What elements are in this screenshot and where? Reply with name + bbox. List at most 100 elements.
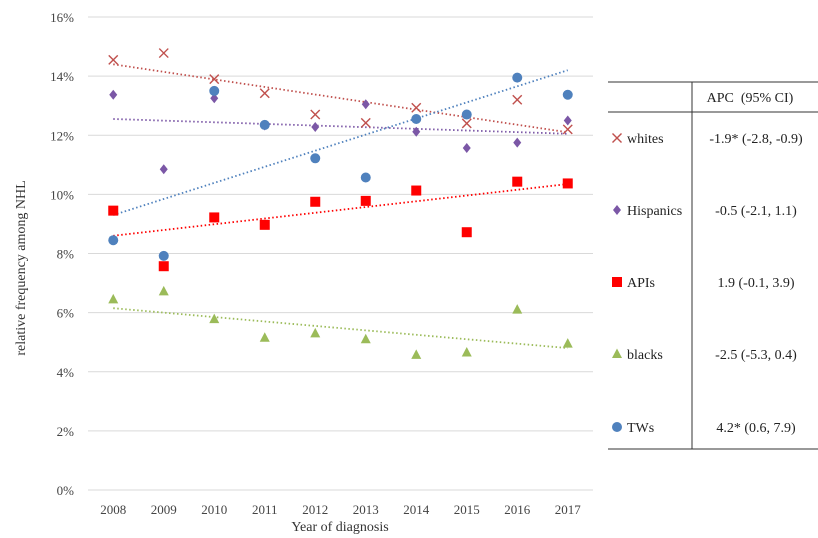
point-blacks (259, 332, 270, 342)
marker-stroke (310, 109, 321, 120)
marker-stroke (158, 48, 169, 59)
marker-stroke (461, 118, 472, 129)
legend-marker-apis (612, 277, 622, 287)
y-tick-label: 16% (50, 10, 74, 25)
point-tws (461, 109, 472, 120)
point-whites (562, 124, 573, 135)
point-apis (209, 212, 220, 223)
point-tws (310, 153, 321, 164)
trend-line-hispanics (113, 118, 568, 135)
point-apis (360, 195, 371, 206)
point-blacks (310, 327, 321, 338)
y-tick-label: 12% (50, 128, 74, 143)
marker-stroke (562, 124, 573, 135)
point-tws (512, 72, 523, 83)
point-blacks (158, 285, 169, 296)
y-tick-label: 6% (57, 306, 75, 321)
point-tws (108, 235, 119, 246)
legend-label-apis: APIs (627, 276, 655, 291)
marker-stroke (360, 117, 371, 128)
x-tick-label: 2011 (252, 502, 278, 517)
trend-line-apis (113, 183, 568, 237)
point-blacks (411, 349, 422, 359)
apc-value-blacks: -2.5 (-5.3, 0.4) (715, 348, 797, 363)
point-apis (461, 227, 472, 238)
legend-label-whites: whites (627, 132, 664, 147)
marker-stroke (512, 94, 523, 105)
x-axis-title: Year of diagnosis (291, 520, 388, 535)
marker-stroke (209, 74, 220, 85)
y-tick-label: 10% (50, 187, 74, 202)
gridlines (88, 16, 593, 491)
point-hispanics (563, 115, 572, 126)
marker-stroke (411, 102, 422, 113)
point-tws (158, 250, 169, 261)
point-apis (259, 219, 270, 230)
legend-label-tws: TWs (627, 421, 654, 436)
point-hispanics (311, 121, 320, 132)
point-apis (108, 205, 119, 216)
point-apis (512, 176, 523, 187)
x-tick-label: 2012 (302, 502, 328, 517)
apc-value-whites: -1.9* (-2.8, -0.9) (709, 132, 803, 147)
marker-stroke (612, 133, 622, 143)
point-whites (310, 109, 321, 120)
table-header-apc: APC (95% CI) (707, 91, 794, 106)
y-axis-ticks: 0% 2% 4% 6% 8% 10% 12% 14% 16% (50, 10, 74, 498)
legend-marker-hispanics (613, 205, 621, 215)
x-axis-ticks: 2008 2009 2010 2011 2012 2013 2014 2015 2016 2017 (100, 502, 581, 517)
apc-value-hispanics: -0.5 (-2.1, 1.1) (715, 204, 797, 219)
point-whites (411, 102, 422, 113)
trend-line-tws (112, 69, 569, 216)
point-whites (259, 88, 270, 99)
point-whites (158, 48, 169, 59)
point-hispanics (462, 142, 471, 153)
x-tick-label: 2009 (151, 502, 177, 517)
legend-marker-blacks (612, 348, 622, 358)
point-tws (209, 85, 220, 96)
apc-value-tws: 4.2* (0.6, 7.9) (716, 421, 796, 436)
x-tick-label: 2013 (353, 502, 379, 517)
apc-value-apis: 1.9 (-0.1, 3.9) (718, 276, 795, 291)
x-tick-label: 2010 (201, 502, 227, 517)
point-whites (209, 74, 220, 85)
point-tws (411, 113, 422, 124)
point-hispanics (361, 99, 370, 110)
trend-line-whites (113, 63, 568, 134)
point-whites (512, 94, 523, 105)
point-blacks (108, 293, 119, 304)
legend-label-hispanics: Hispanics (627, 204, 682, 219)
point-apis (411, 185, 422, 196)
apc-table: APC (95% CI) whites -1.9* (-2.8, -0.9) His… (608, 81, 818, 450)
marker-stroke (259, 88, 270, 99)
trend-line-blacks (113, 307, 568, 349)
point-tws (360, 172, 371, 183)
legend-label-blacks: blacks (627, 348, 663, 363)
point-blacks (360, 333, 371, 344)
point-blacks (512, 304, 523, 314)
y-tick-label: 8% (57, 247, 75, 262)
legend-marker-whites (612, 133, 622, 143)
point-hispanics (513, 137, 522, 148)
point-whites (461, 118, 472, 129)
point-whites (108, 54, 119, 65)
marker-stroke (108, 54, 119, 65)
point-blacks (562, 338, 573, 348)
point-tws (562, 89, 573, 100)
point-hispanics (412, 126, 421, 137)
x-tick-label: 2016 (504, 502, 531, 517)
point-apis (310, 196, 321, 207)
point-hispanics (159, 164, 168, 175)
point-hispanics (109, 89, 118, 100)
point-whites (360, 117, 371, 128)
y-axis-title: relative frequency among NHL (14, 180, 29, 355)
point-apis (562, 178, 573, 189)
y-tick-label: 0% (57, 483, 75, 498)
y-tick-label: 14% (50, 69, 74, 84)
x-tick-label: 2015 (454, 502, 480, 517)
x-tick-label: 2008 (100, 502, 126, 517)
legend-marker-tws (612, 422, 622, 432)
trend-lines (112, 63, 569, 349)
x-tick-label: 2017 (555, 502, 582, 517)
